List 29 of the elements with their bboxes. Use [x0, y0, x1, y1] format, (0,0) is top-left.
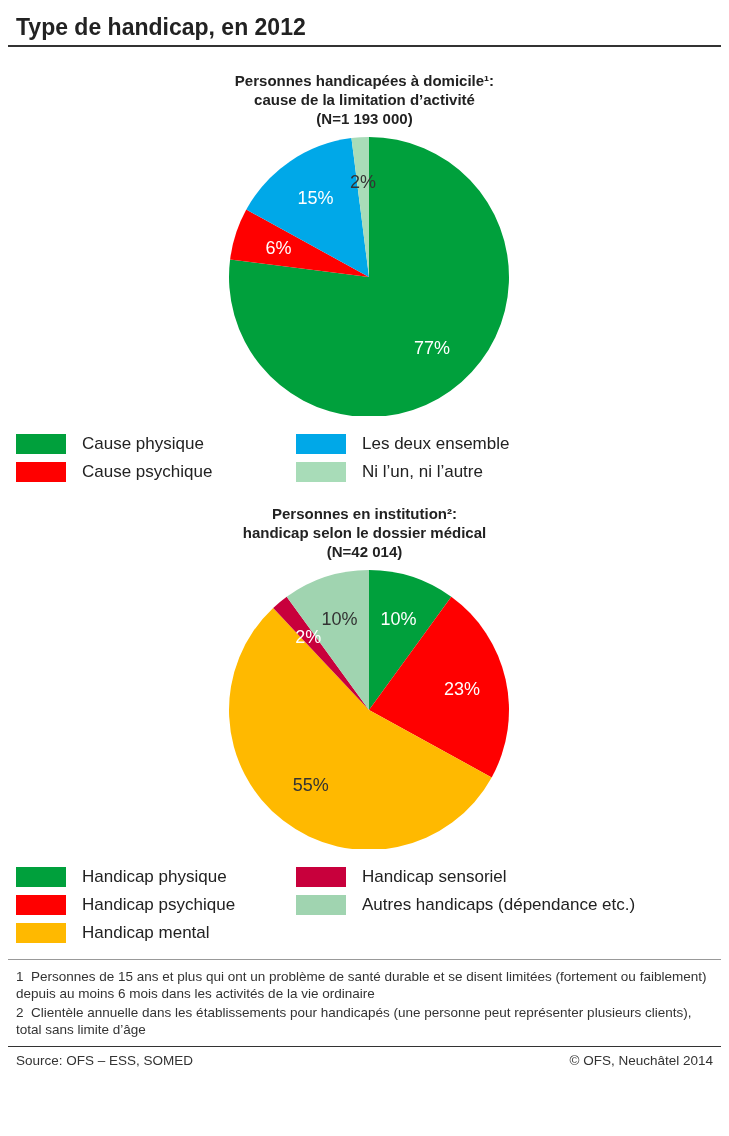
- source-note: Source: OFS – ESS, SOMED: [16, 1053, 194, 1068]
- pie-slice: [286, 570, 369, 710]
- legend-label: Autres handicaps (dépendance etc.): [362, 895, 636, 915]
- data-label: 6%: [265, 237, 292, 258]
- chart-subtitle: Personnes handicapées à domicile¹: cause de la limitation d’activité (N=1 193 000): [233, 71, 496, 128]
- pie-slice: [369, 596, 509, 778]
- pie-slice: [229, 137, 509, 416]
- chart-title: Personnes en institution²: handicap selon le dossier médical (N=42 014): [241, 504, 488, 561]
- data-label: 77%: [413, 338, 450, 359]
- legend-label: Handicap psychique: [82, 895, 236, 915]
- legend-label: Cause psychique: [82, 462, 213, 482]
- legend-label: Cause physique: [82, 434, 204, 454]
- data-label: 10%: [321, 609, 358, 630]
- chart-title: Type de handicap, en 2012: [8, 8, 721, 47]
- data-label: 55%: [292, 775, 329, 796]
- data-label: 15%: [297, 188, 334, 209]
- legend-label: Les deux ensemble: [362, 434, 510, 454]
- data-label: 10%: [380, 609, 417, 630]
- pie-slice: [229, 607, 492, 849]
- data-label: 2%: [350, 171, 377, 192]
- text: 2 Clientèle annuelle dans les établissements pour handicapés (une personne peut représenter plusieurs clients), total sans limite d’âge: [16, 1004, 693, 1038]
- legend-label: Handicap sensoriel: [362, 867, 507, 887]
- legend-label: Handicap mental: [82, 923, 210, 943]
- pie-slice: [230, 209, 369, 277]
- text: © OFS, Neuchâtel 2014: [569, 1053, 713, 1068]
- legend-label: Ni l’un, ni l’autre: [362, 462, 483, 482]
- text: 1 Personnes de 15 ans et plus qui ont un problème de santé durable et se disent limitées (fortement ou faiblement) depuis au moins 6 mois dans les activités de la vie ordinaire: [16, 968, 708, 1002]
- legend-label: Handicap physique: [82, 867, 227, 887]
- data-label: 23%: [443, 679, 480, 700]
